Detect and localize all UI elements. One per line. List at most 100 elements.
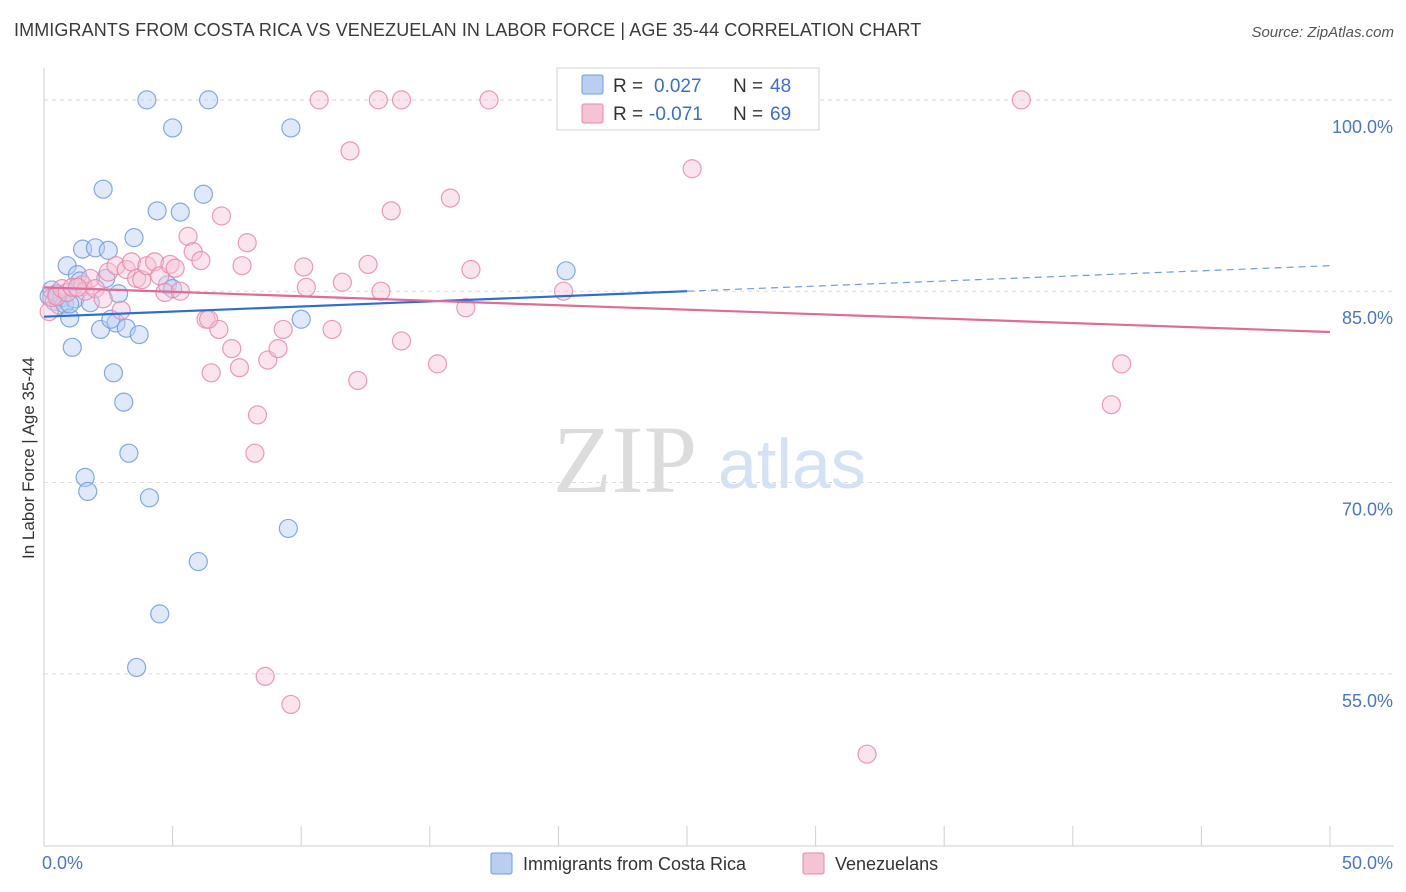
x-tick-labels: 0.0% 50.0%	[42, 853, 1393, 873]
point-series1-54	[391, 331, 412, 351]
point-series1-59	[461, 259, 481, 280]
series-label-costa-rica: Immigrants from Costa Rica	[523, 854, 747, 874]
point-series0-41	[281, 118, 301, 138]
point-series1-27	[191, 250, 211, 271]
point-series1-57	[440, 188, 460, 208]
point-series0-40	[278, 518, 298, 539]
watermark-atlas: atlas	[718, 425, 866, 503]
legend-n-value-0: 48	[770, 76, 791, 97]
point-series0-8	[60, 308, 80, 328]
y-axis-label: In Labor Force | Age 35-44	[19, 357, 38, 559]
point-series1-56	[427, 354, 448, 374]
point-series0-33	[150, 604, 170, 624]
point-series0-38	[193, 184, 214, 204]
point-series0-44	[126, 657, 147, 678]
legend-n-label-1: N =	[733, 104, 763, 125]
point-series1-53	[381, 201, 401, 221]
legend-r-value-1: -0.071	[649, 104, 703, 125]
point-series1-46	[322, 319, 342, 340]
watermark-zip: ZIP	[553, 406, 697, 513]
point-series0-21	[98, 240, 118, 260]
point-series0-35	[163, 118, 183, 138]
point-series0-37	[188, 551, 208, 572]
legend-n-value-1: 69	[770, 104, 791, 125]
point-series0-9	[62, 337, 82, 357]
point-series1-45	[309, 90, 329, 110]
point-series1-42	[281, 694, 301, 715]
point-series0-39	[199, 90, 219, 110]
y-tick-label-3: 100.0%	[1332, 117, 1393, 137]
point-series1-66	[1112, 354, 1132, 374]
x-tick-label-0: 0.0%	[42, 853, 83, 873]
watermark: ZIP atlas	[553, 406, 866, 513]
point-series1-41	[273, 319, 293, 340]
point-series0-31	[139, 488, 160, 508]
point-series1-35	[237, 233, 257, 253]
y-tick-label-2: 85.0%	[1342, 308, 1393, 328]
point-series1-34	[232, 256, 252, 276]
trend-line-costa-rica-extension	[686, 265, 1331, 292]
point-series0-30	[137, 90, 157, 110]
x-tick-label-1: 50.0%	[1342, 853, 1393, 873]
series-swatch-venezuelans	[802, 852, 825, 875]
trend-lines	[43, 265, 1331, 334]
legend-r-label-1: R =	[613, 104, 643, 125]
point-series0-27	[119, 443, 139, 463]
y-tick-label-0: 55.0%	[1342, 691, 1393, 711]
trend-line-venezuelans	[43, 286, 1331, 334]
point-series1-38	[255, 666, 275, 686]
legend-swatch-venezuelans	[581, 103, 604, 124]
legend-n-label-0: N =	[733, 76, 763, 97]
point-series0-22	[103, 363, 124, 383]
point-series1-25	[178, 226, 198, 246]
point-series0-29	[129, 324, 149, 345]
point-series1-49	[348, 370, 368, 391]
point-series1-68	[199, 309, 219, 329]
point-series1-65	[1101, 395, 1121, 415]
point-series1-13	[111, 300, 131, 320]
point-series0-15	[78, 481, 98, 502]
point-series1-61	[553, 281, 574, 301]
point-series1-22	[160, 254, 180, 275]
point-series1-40	[268, 338, 288, 359]
point-series1-37	[245, 443, 265, 463]
y-tick-labels: 55.0% 70.0% 85.0% 100.0%	[1332, 117, 1393, 711]
point-series1-50	[358, 254, 378, 275]
point-series1-51	[368, 90, 388, 110]
point-series0-46	[556, 261, 576, 281]
point-series1-58	[456, 298, 476, 318]
point-series0-28	[124, 228, 144, 248]
point-series1-47	[332, 272, 352, 292]
y-tick-label-1: 70.0%	[1342, 500, 1393, 520]
point-series0-32	[147, 201, 167, 221]
legend: R = 0.027 N = 48 R = -0.071 N = 69	[556, 67, 820, 131]
point-series1-31	[211, 206, 232, 226]
point-series1-12	[106, 256, 126, 276]
legend-r-label-0: R =	[613, 76, 643, 97]
point-series1-44	[296, 277, 316, 297]
point-series0-14	[75, 467, 95, 488]
point-series1-55	[391, 90, 412, 110]
point-series0-25	[114, 392, 134, 412]
point-series0-1	[42, 280, 62, 300]
legend-swatch-costa-rica	[581, 74, 604, 95]
trend-line-costa-rica	[43, 290, 688, 318]
point-series0-42	[291, 309, 311, 329]
point-series1-48	[340, 141, 360, 161]
point-series1-32	[222, 338, 242, 359]
point-series0-19	[93, 179, 113, 199]
point-series1-63	[857, 744, 877, 764]
point-series1-36	[247, 405, 268, 425]
point-series1-23	[165, 258, 185, 278]
source-label: Source: ZipAtlas.com	[1251, 24, 1394, 41]
series-swatch-costa-rica	[490, 852, 513, 875]
point-series0-36	[170, 202, 190, 222]
point-series1-60	[479, 90, 499, 110]
series-legend: Immigrants from Costa Rica Venezuelans	[490, 852, 938, 875]
data-points	[39, 90, 1132, 764]
point-series1-62	[682, 159, 702, 179]
axes	[43, 68, 1394, 847]
legend-r-value-0: 0.027	[654, 76, 702, 97]
point-series1-52	[371, 281, 391, 301]
